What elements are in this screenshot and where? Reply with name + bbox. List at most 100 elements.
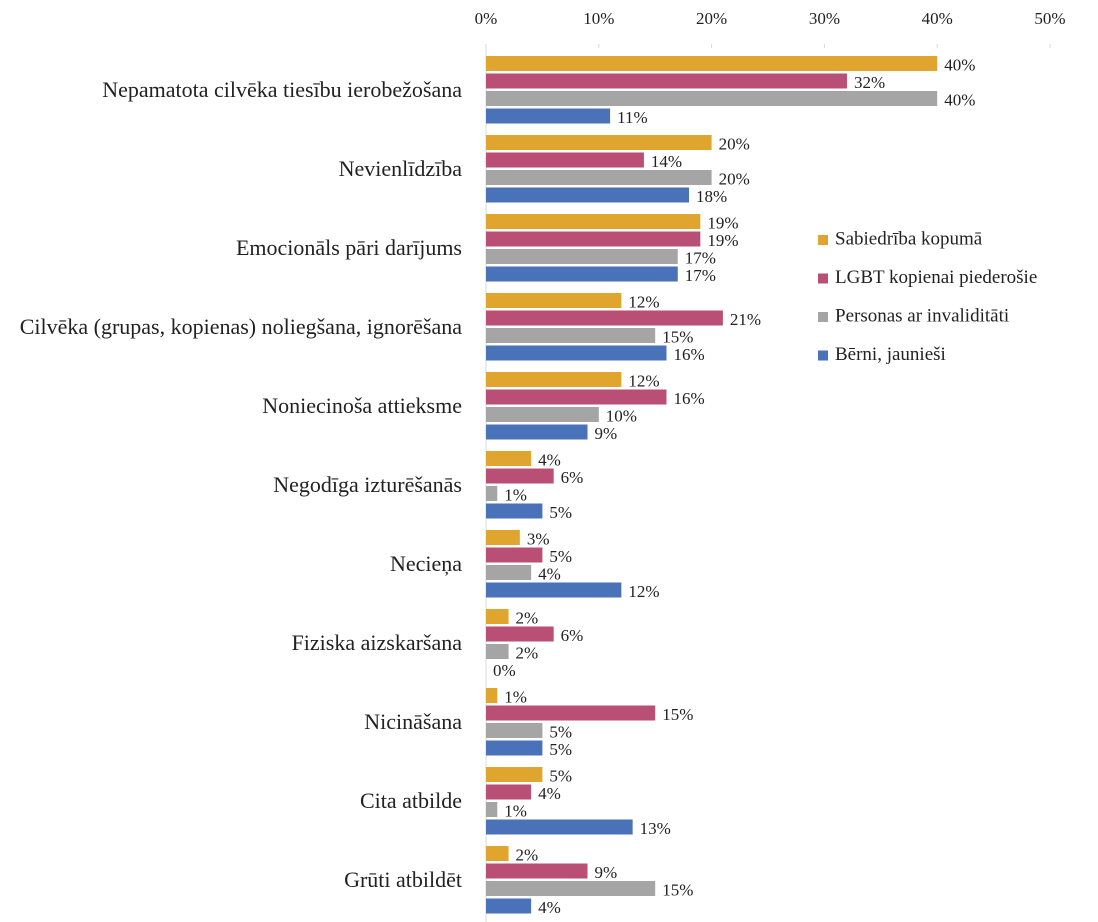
value-label: 17% [685, 248, 716, 267]
value-label: 5% [549, 503, 572, 522]
legend-swatch [818, 273, 828, 284]
value-label: 15% [662, 880, 693, 899]
bar [486, 73, 847, 89]
value-label: 16% [673, 345, 704, 364]
bar [486, 328, 656, 343]
bar [486, 389, 667, 405]
bar [486, 214, 701, 229]
value-label: 15% [662, 327, 693, 346]
value-label: 16% [673, 389, 704, 408]
bar [486, 310, 723, 326]
value-label: 10% [606, 406, 637, 425]
value-label: 11% [617, 108, 648, 127]
category-label: Noniecinoša attieksme [0, 393, 462, 419]
value-label: 5% [549, 766, 572, 785]
value-label: 12% [628, 582, 659, 601]
bar [486, 846, 509, 861]
bar [486, 231, 701, 247]
legend-label: Bērni, jaunieši [835, 344, 946, 365]
category-text: Cilvēka (grupas, kopienas) noliegšana, i… [19, 313, 462, 339]
legend-swatch [818, 350, 828, 361]
category-label: Necieņa [0, 551, 462, 577]
value-label: 21% [730, 310, 761, 329]
x-tick-label: 50% [1034, 9, 1065, 28]
bar [486, 644, 509, 659]
category-text: Noniecinoša attieksme [262, 392, 462, 418]
value-label: 17% [685, 266, 716, 285]
bar [486, 372, 622, 387]
bar [486, 424, 588, 440]
legend-label: Personas ar invaliditāti [835, 305, 1009, 326]
bar [486, 249, 678, 264]
value-label: 9% [595, 424, 618, 443]
value-label: 14% [651, 152, 682, 171]
category-label: Emocionāls pāri darījums [0, 235, 462, 261]
value-label: 12% [628, 292, 659, 311]
value-label: 3% [527, 529, 550, 548]
value-label: 20% [719, 134, 750, 153]
value-label: 2% [516, 643, 539, 662]
x-tick-label: 0% [475, 9, 498, 28]
bar [486, 784, 532, 800]
x-tick-label: 30% [809, 9, 840, 28]
value-label: 5% [549, 722, 572, 741]
value-label: 4% [538, 898, 561, 917]
value-label: 32% [854, 73, 885, 92]
bar [486, 723, 543, 738]
bar [486, 293, 622, 308]
bar [486, 705, 656, 721]
bar [486, 626, 554, 642]
bar [486, 503, 543, 519]
category-text: Nevienlīdzība [338, 155, 462, 181]
value-label: 9% [595, 863, 618, 882]
category-text: Grūti atbildēt [344, 866, 462, 892]
bar [486, 345, 667, 361]
value-label: 40% [944, 55, 975, 74]
bar [486, 609, 509, 624]
value-label: 4% [538, 450, 561, 469]
category-label: Cilvēka (grupas, kopienas) noliegšana, i… [0, 314, 462, 340]
legend-label: Sabiedrība kopumā [835, 228, 983, 249]
bar [486, 407, 599, 422]
category-text: Nicināšana [364, 708, 462, 734]
legend-swatch [818, 312, 828, 322]
category-label: Nevienlīdzība [0, 156, 462, 182]
x-tick-label: 10% [583, 9, 614, 28]
value-label: 6% [561, 626, 584, 645]
value-label: 2% [516, 845, 539, 864]
bar [486, 451, 532, 466]
legend-label: LGBT kopienai piederošie [835, 267, 1037, 288]
category-text: Negodīga izturēšanās [273, 471, 462, 497]
category-label: Fiziska aizskaršana [0, 630, 462, 656]
bar [486, 582, 622, 598]
bar [486, 56, 938, 71]
category-text: Emocionāls pāri darījums [235, 234, 462, 260]
bar [486, 881, 656, 896]
bar [486, 187, 690, 203]
bar [486, 135, 712, 150]
value-label: 1% [504, 801, 527, 820]
category-text: Fiziska aizskaršana [291, 629, 462, 655]
bar [486, 91, 938, 106]
value-label: 18% [696, 187, 727, 206]
category-label: Grūti atbildēt [0, 867, 462, 893]
category-label: Nicināšana [0, 709, 462, 735]
value-label: 5% [549, 740, 572, 759]
x-tick-label: 40% [922, 9, 953, 28]
value-label: 0% [493, 661, 516, 680]
bar [486, 740, 543, 756]
category-text: Cita atbilde [359, 787, 462, 813]
value-label: 19% [707, 231, 738, 250]
value-label: 12% [628, 371, 659, 390]
bar [486, 170, 712, 185]
legend-swatch [818, 235, 828, 245]
value-label: 5% [549, 547, 572, 566]
value-label: 1% [504, 687, 527, 706]
bar [486, 530, 520, 545]
bar [486, 547, 543, 563]
value-label: 20% [719, 169, 750, 188]
value-label: 40% [944, 90, 975, 109]
category-label: Nepamatota cilvēka tiesību ierobežošana [0, 77, 462, 103]
